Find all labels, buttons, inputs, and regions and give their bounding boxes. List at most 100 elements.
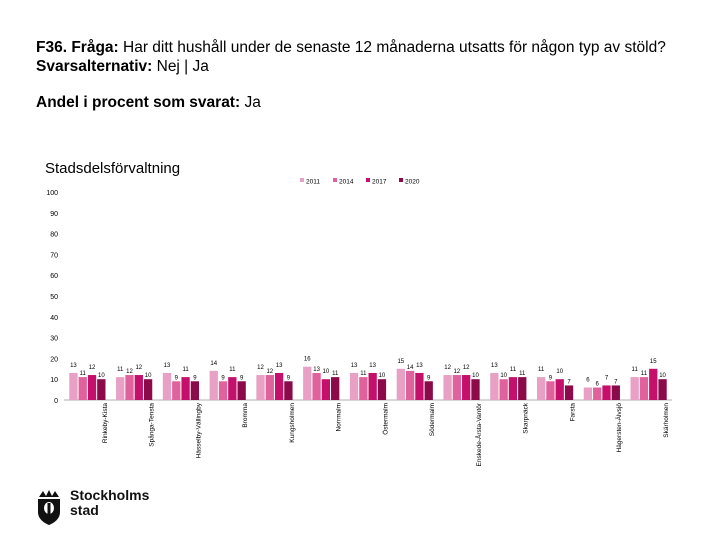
data-label: 13 (416, 363, 423, 369)
data-label: 13 (313, 367, 320, 373)
bar (125, 375, 134, 400)
bar (536, 377, 546, 400)
subtitle: Andel i procent som svarat: Ja (36, 94, 261, 112)
bar (658, 379, 667, 400)
subtitle-text: Ja (240, 94, 261, 111)
data-label: 11 (641, 371, 648, 377)
data-label: 13 (164, 363, 171, 369)
data-label: 12 (135, 365, 142, 371)
bar (97, 379, 106, 400)
data-label: 10 (323, 369, 330, 375)
x-tick-label: Östermalm (381, 403, 389, 435)
y-tick-label: 0 (54, 398, 58, 405)
data-label: 16 (304, 357, 311, 363)
data-label: 11 (519, 371, 526, 377)
data-label: 12 (126, 369, 133, 375)
bar (284, 381, 293, 400)
data-label: 9 (175, 375, 179, 381)
x-tick-label: Norrmalm (336, 403, 343, 432)
data-label: 10 (659, 373, 666, 379)
legend-swatch (300, 178, 304, 182)
data-label: 10 (500, 373, 507, 379)
bar (405, 370, 415, 400)
data-label: 6 (586, 378, 590, 384)
subtitle-prefix: Andel i procent som svarat: (36, 94, 241, 111)
data-label: 11 (80, 371, 87, 377)
bar (611, 385, 620, 400)
legend-label: 2011 (306, 179, 320, 186)
bar (87, 375, 97, 400)
bar (508, 377, 518, 400)
bar (583, 387, 593, 400)
bar (162, 372, 172, 400)
bar (639, 377, 649, 400)
bar (134, 375, 143, 400)
question-prefix: F36. Fråga: (36, 39, 119, 56)
bar (209, 370, 218, 400)
data-label: 13 (276, 363, 283, 369)
data-label: 11 (510, 367, 517, 373)
data-label: 10 (379, 373, 386, 379)
legend-swatch (366, 178, 370, 182)
bar (564, 385, 574, 400)
bar (593, 387, 602, 400)
data-label: 12 (454, 369, 461, 375)
legend-label: 2017 (372, 179, 387, 186)
bar (443, 375, 452, 400)
bar (312, 372, 321, 400)
bar (490, 372, 499, 400)
bar (368, 372, 377, 400)
bar (303, 366, 312, 400)
data-label: 9 (193, 375, 197, 381)
bar (499, 379, 508, 400)
bar (321, 379, 331, 400)
data-label: 13 (369, 363, 376, 369)
bar (143, 379, 153, 400)
bar (190, 381, 200, 400)
x-tick-label: Skärholmen (663, 403, 670, 438)
legend-label: 2014 (339, 179, 354, 186)
y-tick-label: 90 (50, 211, 58, 218)
x-tick-label: Enskede-Årsta-Vantör (474, 402, 483, 466)
data-label: 10 (556, 369, 563, 375)
y-tick-label: 20 (50, 356, 58, 363)
bar (424, 381, 433, 400)
bar (172, 381, 181, 400)
data-label: 12 (463, 365, 470, 371)
data-label: 10 (472, 373, 479, 379)
data-label: 15 (650, 359, 657, 365)
bar (630, 377, 639, 400)
chart-title: Stadsdelsförvaltning (45, 160, 181, 177)
bar (349, 372, 359, 400)
logo-line-1: Stockholms (70, 487, 150, 503)
bar (116, 377, 125, 400)
data-label: 14 (210, 361, 217, 367)
x-tick-label: Bromma (242, 403, 249, 428)
data-label: 9 (240, 375, 244, 381)
data-label: 11 (229, 367, 236, 373)
data-label: 10 (145, 373, 152, 379)
data-label: 11 (117, 367, 124, 373)
data-label: 7 (605, 375, 609, 381)
stockholm-logo: Stockholms stad (34, 488, 174, 528)
bar (237, 381, 246, 400)
bar (518, 377, 527, 400)
bar (274, 372, 284, 400)
bar (265, 375, 274, 400)
x-tick-label: Södermalm (429, 403, 436, 436)
data-label: 11 (182, 367, 189, 373)
data-label: 13 (351, 363, 358, 369)
bar (415, 372, 424, 400)
legend-label: 2020 (405, 179, 420, 186)
data-label: 9 (549, 375, 553, 381)
bar (462, 375, 471, 400)
bar (181, 377, 190, 400)
data-label: 14 (407, 365, 414, 371)
data-label: 11 (332, 371, 339, 377)
x-tick-label: Farsta (569, 403, 576, 422)
bar (396, 368, 405, 400)
answer-alternatives-text: Nej | Ja (152, 58, 209, 75)
data-label: 13 (491, 363, 498, 369)
logo-text: Stockholms stad (70, 488, 149, 518)
bar (452, 375, 462, 400)
